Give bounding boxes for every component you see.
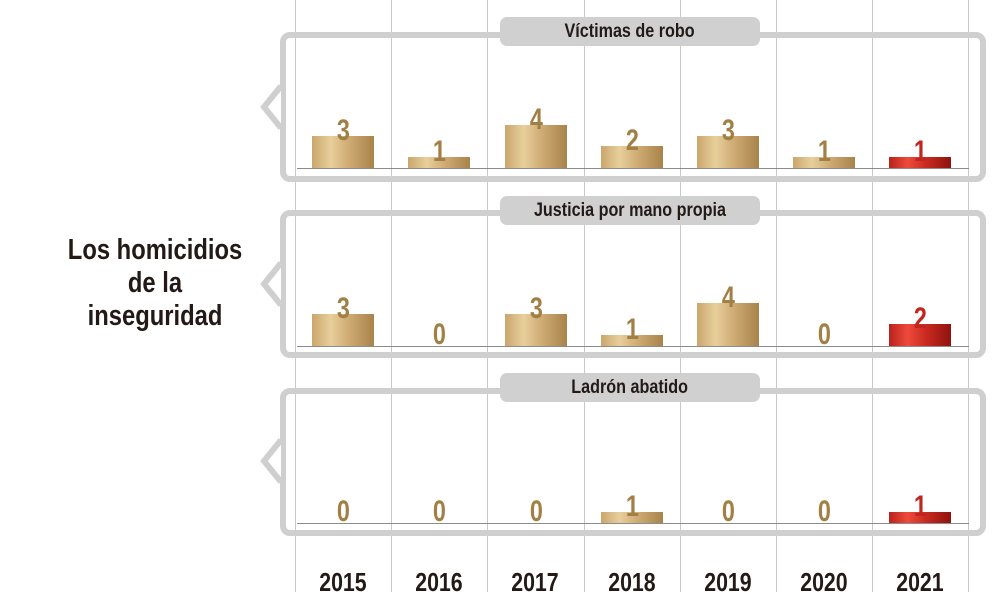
value-label: 3	[529, 292, 543, 325]
x-axis-label-2017: 2017	[511, 567, 559, 597]
value-label: 2	[913, 302, 927, 335]
column-separator	[776, 0, 777, 592]
baseline	[297, 168, 969, 169]
panel-notch-icon	[260, 438, 281, 484]
panel-title-pill: Justicia por mano propia	[500, 196, 760, 225]
value-label: 0	[336, 495, 350, 528]
x-axis-label-2020: 2020	[800, 567, 848, 597]
bar-2019	[697, 303, 759, 346]
x-axis-label-2016: 2016	[415, 567, 463, 597]
value-label: 3	[336, 114, 350, 147]
column-separator	[968, 0, 969, 592]
chart-title: Los homicidios de la inseguridad	[61, 234, 250, 333]
column-separator	[487, 0, 488, 592]
x-axis-label-2018: 2018	[608, 567, 656, 597]
value-label: 2	[625, 124, 639, 157]
panel-title-pill: Ladrón abatido	[500, 373, 760, 402]
x-axis-label-2015: 2015	[319, 567, 367, 597]
bar-2018	[601, 512, 663, 523]
value-label: 1	[817, 135, 831, 168]
bar-2017	[505, 314, 567, 346]
value-label: 1	[432, 135, 446, 168]
value-label: 3	[721, 114, 735, 147]
column-separator	[680, 0, 681, 592]
x-axis-label-2021: 2021	[896, 567, 944, 597]
value-label: 1	[625, 313, 639, 346]
panel-notch-icon	[260, 261, 281, 307]
value-label: 1	[913, 135, 927, 168]
column-separator	[391, 0, 392, 592]
value-label: 0	[529, 495, 543, 528]
value-label: 0	[817, 318, 831, 351]
value-label: 0	[817, 495, 831, 528]
bar-2020	[793, 157, 855, 168]
panel-title: Víctimas de robo	[564, 21, 696, 42]
bar-2019	[697, 136, 759, 168]
value-label: 0	[721, 495, 735, 528]
baseline	[297, 346, 969, 347]
panel-notch-icon	[260, 84, 281, 130]
column-separator	[295, 0, 296, 592]
chart-title-line-2: de la	[127, 267, 183, 299]
bar-2021	[889, 512, 951, 523]
column-separator	[872, 0, 873, 592]
value-label: 4	[529, 103, 543, 136]
bar-2018	[601, 335, 663, 346]
value-label: 0	[432, 318, 446, 351]
chart-title-line-1: Los homicidios	[67, 234, 243, 266]
value-label: 3	[336, 292, 350, 325]
bar-2015	[312, 314, 374, 346]
panel-title: Ladrón abatido	[571, 377, 689, 398]
bar-2015	[312, 136, 374, 168]
bar-2018	[601, 146, 663, 168]
panel-title-pill: Víctimas de robo	[500, 17, 760, 46]
bar-2017	[505, 125, 567, 168]
bar-2021	[889, 157, 951, 168]
x-axis-label-2019: 2019	[704, 567, 752, 597]
value-label: 4	[721, 281, 735, 314]
value-label: 1	[913, 490, 927, 523]
chart-title-line-3: inseguridad	[87, 300, 223, 332]
bar-2016	[408, 157, 470, 168]
panel-title: Justicia por mano propia	[533, 200, 727, 221]
bar-2021	[889, 324, 951, 346]
value-label: 0	[432, 495, 446, 528]
baseline	[297, 523, 969, 524]
value-label: 1	[625, 490, 639, 523]
column-separator	[584, 0, 585, 592]
